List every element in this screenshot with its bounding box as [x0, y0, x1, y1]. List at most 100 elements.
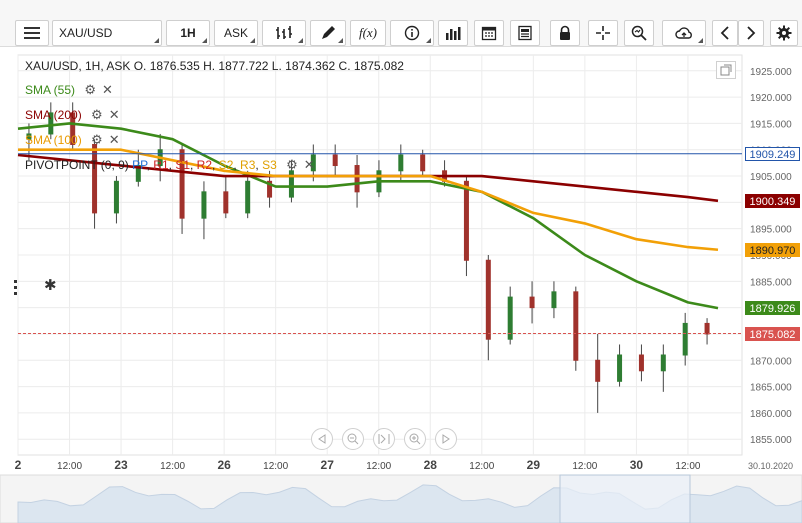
- close-icon[interactable]: ✕: [108, 107, 120, 122]
- calendar-icon: [481, 26, 497, 41]
- dropdown-corner-icon: [698, 38, 703, 43]
- price-chart[interactable]: 1925.0001920.0001915.0001910.0001905.000…: [0, 47, 802, 523]
- indicator-sma-100: SMA (100) ⚙ ✕: [25, 132, 120, 148]
- triangle-left-icon: [318, 434, 326, 444]
- dropdown-corner-icon: [250, 38, 255, 43]
- gear-icon[interactable]: ⚙: [84, 82, 97, 97]
- indicators-button[interactable]: f(x): [350, 20, 386, 46]
- lock-icon: [560, 25, 570, 40]
- bar-chart-icon: [446, 27, 461, 40]
- chart-type-button[interactable]: [262, 20, 306, 46]
- sma-line: [18, 148, 719, 252]
- lock-button[interactable]: [550, 20, 580, 46]
- sma-line: [17, 153, 719, 203]
- x-tick-label: 23: [114, 458, 128, 472]
- close-icon[interactable]: ✕: [102, 82, 113, 97]
- reset-view-button[interactable]: [373, 428, 395, 450]
- timeframe-selector[interactable]: 1H: [166, 20, 210, 46]
- x-tick-label: 12:00: [263, 461, 288, 472]
- candle-body: [26, 133, 32, 140]
- dropdown-corner-icon: [338, 38, 343, 43]
- candle-body: [573, 291, 579, 361]
- crosshair-button[interactable]: [588, 20, 618, 46]
- pivot-pp-label: PP: [132, 158, 147, 172]
- drawing-tools-button[interactable]: [310, 20, 346, 46]
- y-tick-label: 1925.000: [750, 67, 792, 78]
- candle-body: [310, 154, 316, 172]
- pivot-r1-label: R1: [153, 158, 169, 172]
- pivot-r2-label: R2: [196, 158, 213, 172]
- candle-body: [92, 143, 98, 214]
- dropdown-corner-icon: [154, 38, 159, 43]
- gear-icon: [776, 25, 792, 41]
- sma-line: [17, 122, 719, 310]
- x-tick-label: 12:00: [469, 461, 494, 472]
- pencil-icon: [322, 26, 335, 39]
- nav-back-button[interactable]: [311, 428, 333, 450]
- x-tick-label: 12:00: [160, 461, 185, 472]
- settings-button[interactable]: [770, 20, 798, 46]
- gear-icon[interactable]: ⚙: [286, 157, 298, 172]
- candle-body: [617, 354, 623, 382]
- crosshair-icon: [596, 26, 610, 40]
- zoom-in-button[interactable]: [404, 428, 426, 450]
- x-tick-label: 2: [15, 458, 22, 472]
- pivot-r3-label: R3: [240, 158, 256, 172]
- news-button[interactable]: [510, 20, 540, 46]
- y-tick-label: 1870.000: [750, 356, 792, 367]
- calendar-button[interactable]: [474, 20, 504, 46]
- dropdown-corner-icon: [202, 38, 207, 43]
- navigator-pane[interactable]: [0, 474, 802, 523]
- spider-icon[interactable]: ✱: [44, 277, 57, 294]
- gear-icon[interactable]: ⚙: [91, 132, 103, 147]
- candle-body: [135, 165, 141, 182]
- candle-body: [398, 154, 404, 172]
- candle-body: [223, 191, 229, 214]
- symbol-selector[interactable]: XAU/USD: [52, 20, 162, 46]
- scroll-right-button[interactable]: [738, 20, 764, 46]
- volume-button[interactable]: [438, 20, 468, 46]
- fullscreen-button[interactable]: [716, 61, 736, 79]
- close-icon[interactable]: ✕: [108, 132, 120, 147]
- price-side-selector[interactable]: ASK: [214, 20, 258, 46]
- cloud-upload-icon: [675, 27, 692, 39]
- candle-body: [463, 180, 469, 261]
- zoom-out-icon: [347, 433, 359, 445]
- candle-body: [660, 354, 666, 372]
- drag-handle-icon[interactable]: [14, 280, 17, 296]
- price-tag: 1875.082: [745, 326, 800, 341]
- x-tick-label: 12:00: [572, 461, 597, 472]
- chart-toolbar: XAU/USD 1H ASK f(x): [0, 0, 802, 47]
- indicator-label: PIVOTPOINT (0, 9): [25, 158, 129, 172]
- chart-grid: [17, 54, 743, 456]
- expand-icon: [720, 64, 732, 76]
- y-tick-label: 1915.000: [750, 119, 792, 130]
- x-end-date-label: 30.10.2020: [748, 461, 793, 471]
- x-tick-label: 29: [527, 458, 541, 472]
- nav-forward-button[interactable]: [435, 428, 457, 450]
- cloud-save-button[interactable]: [662, 20, 706, 46]
- zoom-in-icon: [409, 433, 421, 445]
- menu-button[interactable]: [15, 20, 49, 46]
- candle-body: [507, 296, 513, 340]
- scroll-left-button[interactable]: [712, 20, 738, 46]
- indicator-pivotpoint: PIVOTPOINT (0, 9) PP, R1, S1, R2, S2, R3…: [25, 157, 315, 172]
- candle-body: [354, 165, 360, 193]
- gear-icon[interactable]: ⚙: [91, 107, 103, 122]
- document-icon: [518, 25, 532, 41]
- sma-lines: [17, 122, 719, 310]
- y-tick-label: 1860.000: [750, 409, 792, 420]
- price-tag: 1890.970: [745, 242, 800, 257]
- indicator-label: SMA (55): [25, 83, 76, 97]
- indicator-label: SMA (200): [25, 108, 82, 122]
- candle-body: [485, 259, 491, 340]
- close-icon[interactable]: ✕: [303, 157, 315, 172]
- info-button[interactable]: [390, 20, 434, 46]
- candle-body: [420, 154, 426, 172]
- indicator-label: SMA (100): [25, 133, 82, 147]
- ohlc-bars-icon: [276, 26, 292, 39]
- pivot-s3-label: S3: [262, 158, 277, 172]
- zoom-button[interactable]: [624, 20, 654, 46]
- zoom-out-button[interactable]: [342, 428, 364, 450]
- candle-body: [332, 154, 338, 167]
